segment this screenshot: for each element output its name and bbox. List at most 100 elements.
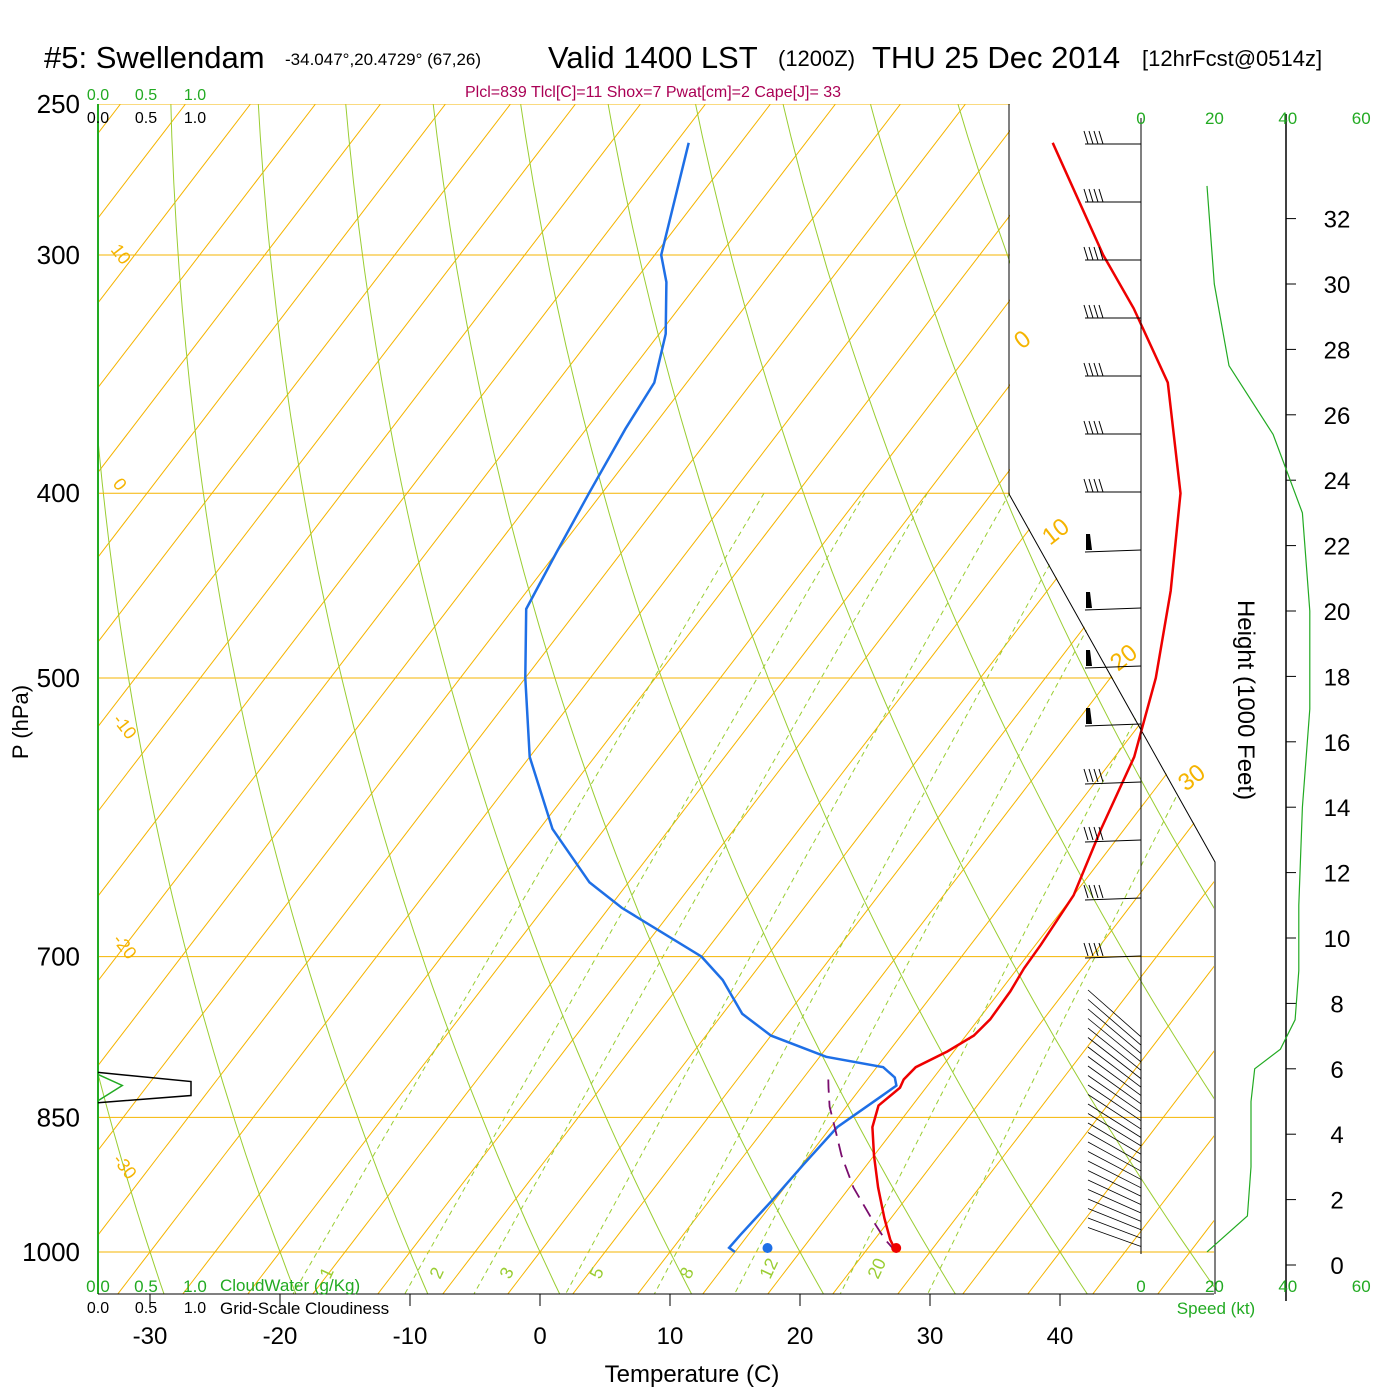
wind-barb-staff bbox=[1087, 989, 1142, 1038]
mixing-ratio-label: 12 bbox=[755, 1255, 782, 1282]
cloudwater-top-tick: 1.0 bbox=[184, 87, 206, 104]
isotherm-line bbox=[637, 541, 1214, 1294]
height-tick-label: 28 bbox=[1324, 337, 1351, 364]
wind-panel-mask bbox=[1010, 100, 1400, 1296]
isotherm-line bbox=[98, 104, 967, 1236]
wind-barb-feather bbox=[1083, 130, 1089, 145]
wind-barb-staff bbox=[1084, 549, 1142, 553]
surface-dewpoint-dot bbox=[762, 1243, 773, 1253]
wind-barb-staff bbox=[1087, 1075, 1142, 1113]
cloudiness-bottom-tick: 0.5 bbox=[135, 1300, 157, 1317]
temp-tick-label: 10 bbox=[657, 1323, 684, 1350]
wind-barb-staff bbox=[1087, 1179, 1142, 1205]
isotherm-line bbox=[98, 104, 577, 728]
wind-barb-feather bbox=[1093, 304, 1099, 319]
wind-barb-feather bbox=[1098, 768, 1104, 783]
surface-temperature-dot bbox=[891, 1243, 902, 1253]
wind-barb-staff bbox=[1087, 1008, 1142, 1054]
isotherm-label: -20 bbox=[109, 930, 141, 963]
plot-frame bbox=[97, 100, 1400, 1296]
wind-barb-staff bbox=[1087, 1103, 1142, 1138]
mixing-ratio-label: 3 bbox=[495, 1264, 517, 1282]
dewpoint-line bbox=[524, 142, 898, 1254]
cloudwater-top-tick: 0.5 bbox=[135, 87, 157, 104]
isotherm-grid bbox=[98, 104, 1214, 1294]
wind-barb-staff bbox=[1087, 1122, 1142, 1155]
wind-barb-feather bbox=[1093, 768, 1099, 783]
height-tick-label: 6 bbox=[1330, 1057, 1343, 1084]
cloudwater-profile bbox=[97, 1073, 124, 1102]
wind-barb-feather bbox=[1088, 478, 1094, 493]
speed-bottom-tick: 40 bbox=[1278, 1277, 1297, 1296]
speed-top-tick: 60 bbox=[1352, 109, 1371, 128]
wind-barb-feather bbox=[1083, 188, 1089, 203]
wind-barb-feather bbox=[1098, 826, 1104, 841]
temp-tick-label: -30 bbox=[133, 1323, 168, 1350]
cloudiness-bottom-tick: 1.0 bbox=[184, 1300, 206, 1317]
wind-barb-staff bbox=[1087, 1056, 1142, 1096]
isotherm-line bbox=[962, 965, 1214, 1294]
wind-barb-staff bbox=[1087, 1094, 1142, 1130]
wind-barb-feather bbox=[1098, 362, 1104, 377]
isotherm-line bbox=[182, 104, 1097, 1294]
dry-adiabat-line bbox=[170, 104, 429, 1294]
height-tick-label: 24 bbox=[1324, 468, 1351, 495]
isotherm-label: -10 bbox=[109, 710, 141, 743]
wind-barb-staff bbox=[1084, 955, 1142, 959]
wind-barb-feather bbox=[1093, 942, 1099, 957]
wind-barb-staff bbox=[1084, 781, 1142, 785]
wind-barb-staff bbox=[1087, 1151, 1142, 1180]
height-tick-label: 14 bbox=[1324, 795, 1351, 822]
wind-barb-feather bbox=[1093, 188, 1099, 203]
dry-adiabat-line bbox=[782, 104, 1214, 1100]
pressure-tick-label: 300 bbox=[37, 240, 80, 270]
mixing-ratio-line bbox=[565, 492, 1011, 1294]
wind-barb-feather bbox=[1098, 130, 1104, 145]
speed-top-tick: 40 bbox=[1278, 109, 1297, 128]
wind-barb-feather bbox=[1088, 826, 1094, 841]
wind-barb-staff bbox=[1087, 1132, 1142, 1163]
wind-barb-feather bbox=[1093, 884, 1099, 899]
dry-adiabat-line bbox=[520, 104, 956, 1294]
isotherm-line bbox=[98, 104, 772, 982]
speed-bottom-tick: 20 bbox=[1205, 1277, 1224, 1296]
wind-barb-feather bbox=[1098, 942, 1104, 957]
speed-axis-title: Speed (kt) bbox=[1177, 1299, 1255, 1318]
pressure-tick-label: 850 bbox=[37, 1102, 80, 1132]
mixing-ratio-line bbox=[292, 492, 765, 1294]
dry-adiabat-line bbox=[607, 104, 1088, 1294]
cloudwater-bottom-tick: 1.0 bbox=[183, 1277, 207, 1296]
wind-barb-staff bbox=[1084, 897, 1142, 901]
cloud-panel bbox=[97, 1071, 192, 1104]
cloudwater-label: CloudWater (g/Kg) bbox=[220, 1276, 360, 1295]
wind-barb-feather bbox=[1083, 246, 1089, 261]
wind-barb-staff bbox=[1087, 1198, 1142, 1222]
wind-barb-staff bbox=[1084, 839, 1142, 843]
mixing-ratio-line bbox=[927, 721, 1214, 1294]
wind-barb-staff bbox=[1087, 1208, 1142, 1231]
wind-barb-feather bbox=[1098, 304, 1104, 319]
dry-adiabat-line bbox=[695, 104, 1214, 1288]
forecast-info: [12hrFcst@0514z] bbox=[1142, 46, 1323, 71]
wind-barb-staff bbox=[1087, 1113, 1142, 1147]
cloudwater-bottom-tick: 0.5 bbox=[134, 1277, 158, 1296]
wind-barb-feather bbox=[1088, 420, 1094, 435]
height-tick-label: 2 bbox=[1330, 1188, 1343, 1215]
cloudwater-bottom-tick: 0.0 bbox=[86, 1277, 110, 1296]
wind-barb-feather bbox=[1098, 884, 1104, 899]
cloudiness-bottom-tick: 0.0 bbox=[87, 1300, 109, 1317]
temp-tick-label: 20 bbox=[787, 1323, 814, 1350]
temp-tick-label: -20 bbox=[263, 1323, 298, 1350]
wind-barb-staff bbox=[1087, 1217, 1142, 1239]
wind-barb-feather bbox=[1098, 420, 1104, 435]
wind-barb-feather bbox=[1098, 478, 1104, 493]
wind-barb-staff bbox=[1087, 999, 1142, 1046]
wind-barb-pennant bbox=[1086, 592, 1092, 608]
height-tick-label: 30 bbox=[1324, 272, 1351, 299]
isotherm-line bbox=[832, 796, 1214, 1294]
wind-barb-pennant bbox=[1086, 534, 1092, 550]
wind-barb-feather bbox=[1088, 768, 1094, 783]
height-tick-label: 18 bbox=[1324, 664, 1351, 691]
